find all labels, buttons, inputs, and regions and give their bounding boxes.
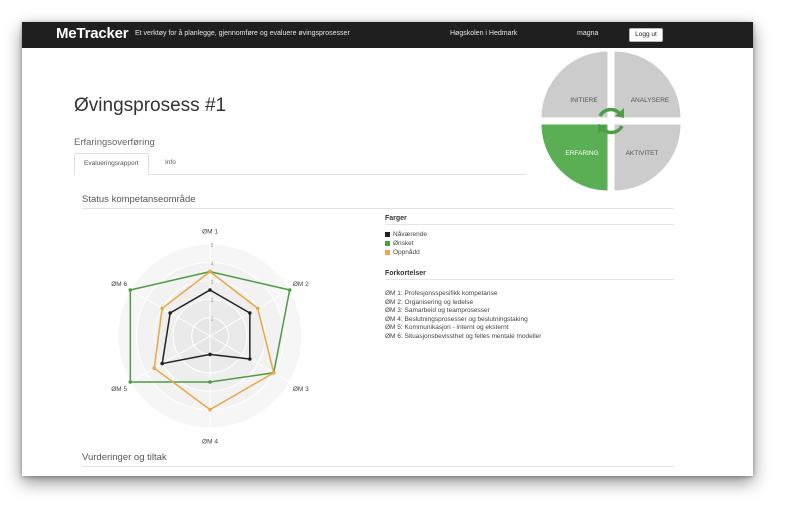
radar-category-label: ØM 1 [202, 229, 218, 236]
phase-label-aktivitet: AKTIVITET [626, 150, 659, 157]
legend-swatch-navaerende [385, 231, 390, 237]
tab-info[interactable]: Info [165, 159, 176, 166]
radar-point [128, 380, 133, 384]
radar-category-label: ØM 5 [111, 386, 127, 393]
radar-tick-label: 5 [211, 243, 214, 249]
radar-point [287, 288, 292, 292]
radar-category-label: ØM 4 [202, 438, 218, 444]
phase-segment-aktivitet[interactable] [613, 123, 682, 192]
radar-point [208, 352, 212, 357]
legend-item-onsket: Ønsket [385, 240, 414, 247]
radar-point [248, 311, 252, 315]
abbreviation-item: ØM 6: Situasjonsbevissthet og felles men… [385, 332, 542, 340]
phase-segment-erfaring[interactable] [540, 123, 609, 192]
radar-point [208, 407, 212, 412]
abbreviations-title: Forkortelser [385, 270, 674, 280]
abbreviation-item: ØM 5: Kommunikasjon - internt og ekstern… [385, 324, 509, 332]
tab-bar: Evalueringsrapport Info [74, 153, 526, 175]
legend-label: Oppnådd [393, 249, 420, 256]
vurderinger-section-title: Vurderinger og tiltak [82, 452, 674, 467]
radar-point [128, 288, 133, 292]
abbreviation-item: ØM 4: Beslutningsprosesser og beslutning… [385, 315, 528, 323]
legend-title: Farger [385, 215, 674, 225]
cycle-arrows-icon [598, 107, 624, 135]
logout-button[interactable]: Logg ut [629, 28, 663, 42]
radar-chart: 1 2 3 4 5 ØM 1 ØM 2 ØM 3 ØM 4 ØM 5 ØM 6 [111, 229, 309, 444]
legend-item-navaerende: Nåværende [385, 231, 427, 238]
phase-segment-initiere[interactable] [540, 50, 609, 119]
phase-segment-analysere[interactable] [613, 50, 682, 119]
phase-label-analysere: ANALYSERE [631, 97, 670, 104]
phase-label-initiere: INITIERE [570, 97, 598, 104]
status-section-title: Status kompetanseområde [82, 194, 674, 209]
radar-tick-label: 2 [211, 298, 214, 304]
radar-point [256, 306, 260, 311]
username-link[interactable]: magna [577, 30, 599, 37]
abbreviations-list: ØM 1: Profesjonsspesifikk kompetanse ØM … [385, 290, 541, 342]
legend-swatch-oppnadd [385, 249, 390, 255]
page-subtitle: Erfaringsoverføring [74, 137, 155, 148]
radar-point [271, 371, 276, 375]
page-title: Øvingsprosess #1 [74, 95, 227, 116]
legend-label: Nåværende [393, 231, 427, 238]
radar-point [152, 366, 157, 370]
radar-tick-label: 1 [211, 317, 214, 323]
radar-point [208, 269, 212, 274]
radar-point [248, 357, 252, 361]
radar-spoke [130, 335, 211, 383]
radar-category-label: ØM 6 [111, 281, 127, 288]
legend-label: Ønsket [393, 240, 414, 247]
app-tagline: Et verktøy for å planlegge, gjennomføre … [135, 30, 350, 37]
radar-point [168, 311, 172, 315]
radar-tick-label: 3 [211, 280, 214, 286]
radar-point [160, 361, 164, 366]
abbreviation-item: ØM 3: Samarbeid og teamprosesser [385, 307, 490, 315]
institution-link[interactable]: Høgskolen i Hedmark [450, 30, 518, 37]
radar-category-label: ØM 2 [293, 281, 309, 288]
phase-label-erfaring: ERFARING [565, 150, 598, 157]
legend-item-oppnadd: Oppnådd [385, 249, 420, 256]
top-navbar: MeTracker Et verktøy for å planlegge, gj… [22, 22, 753, 48]
app-window: MeTracker Et verktøy for å planlegge, gj… [22, 22, 753, 476]
abbreviation-item: ØM 2: Organisering og ledelse [385, 298, 474, 306]
brand-logo[interactable]: MeTracker [56, 25, 129, 42]
radar-point [160, 306, 164, 311]
tab-evalueringsrapport[interactable]: Evalueringsrapport [74, 153, 149, 175]
radar-tick-label: 4 [211, 261, 214, 267]
radar-point [208, 288, 212, 292]
radar-category-label: ØM 3 [293, 386, 309, 393]
legend-swatch-onsket [385, 240, 390, 246]
abbreviation-item: ØM 1: Profesjonsspesifikk kompetanse [385, 290, 498, 297]
radar-point [208, 380, 212, 384]
phase-wheel: INITIERE ANALYSERE ERFARING AKTIVITET [540, 50, 682, 192]
